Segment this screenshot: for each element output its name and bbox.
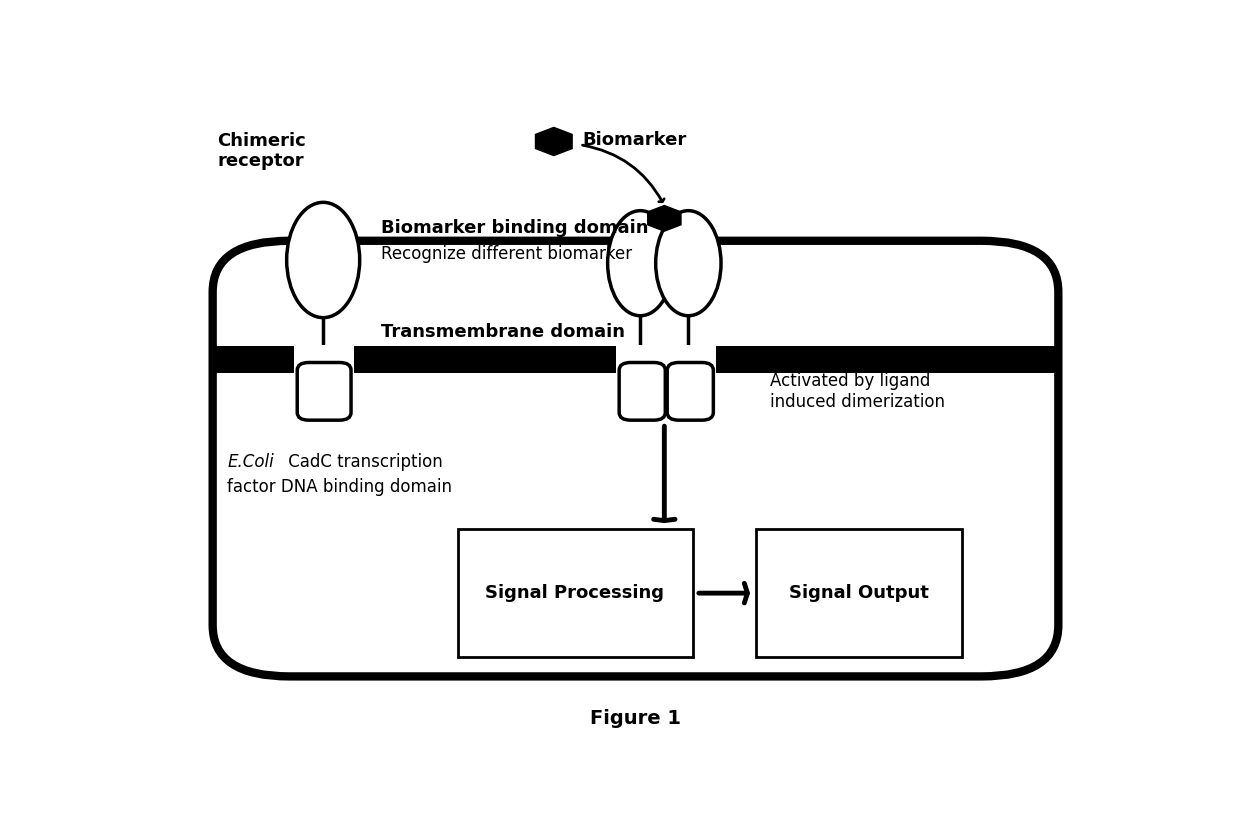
Text: factor DNA binding domain: factor DNA binding domain [227, 478, 453, 497]
FancyBboxPatch shape [667, 363, 713, 420]
Text: Biomarker binding domain: Biomarker binding domain [381, 219, 649, 237]
Text: Figure 1: Figure 1 [590, 709, 681, 727]
Text: E.Coli: E.Coli [227, 453, 274, 471]
Text: Signal Processing: Signal Processing [485, 584, 665, 602]
Polygon shape [647, 206, 681, 231]
Bar [213, 346, 1058, 373]
Ellipse shape [656, 210, 720, 315]
FancyBboxPatch shape [213, 240, 1058, 676]
Bar [616, 344, 668, 374]
Text: Recognize different biomarker: Recognize different biomarker [381, 245, 632, 263]
Text: Transmembrane domain: Transmembrane domain [381, 323, 625, 341]
Ellipse shape [286, 202, 360, 318]
Polygon shape [536, 127, 572, 156]
FancyBboxPatch shape [619, 363, 666, 420]
Bar [755, 529, 962, 657]
Bar [665, 344, 717, 374]
Ellipse shape [608, 210, 673, 315]
Text: Biomarker: Biomarker [583, 131, 687, 149]
Text: CadC transcription: CadC transcription [283, 453, 443, 471]
Bar [458, 529, 693, 657]
Bar [294, 344, 353, 374]
Text: Signal Output: Signal Output [789, 584, 929, 602]
FancyBboxPatch shape [298, 363, 351, 420]
Text: Chimeric
receptor: Chimeric receptor [217, 131, 306, 171]
Text: Activated by ligand
induced dimerization: Activated by ligand induced dimerization [770, 372, 945, 411]
